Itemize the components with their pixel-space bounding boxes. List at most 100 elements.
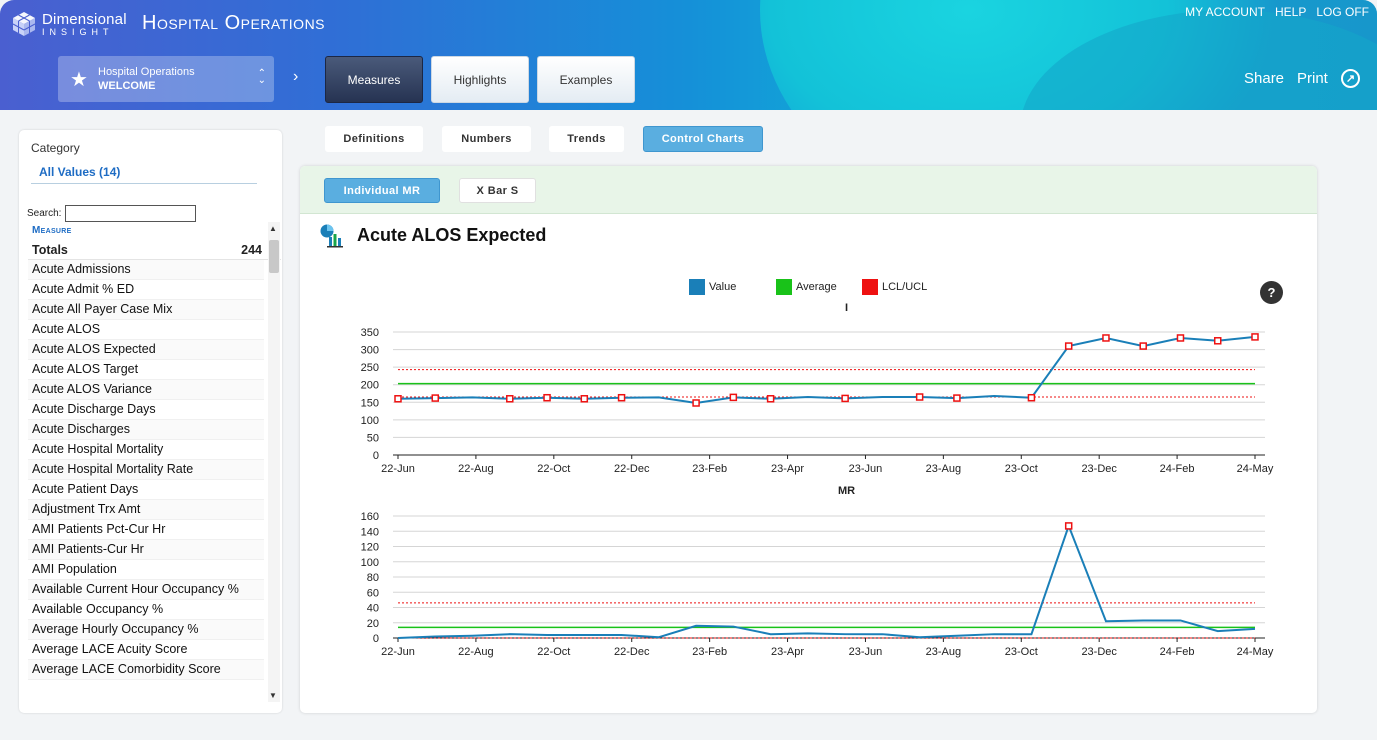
individual-mr-button[interactable]: Individual MR xyxy=(324,178,440,203)
tab-highlights[interactable]: Highlights xyxy=(431,56,529,103)
chart-subtitle: MR xyxy=(838,485,855,497)
search-input[interactable] xyxy=(65,205,196,222)
tab-control-charts[interactable]: Control Charts xyxy=(643,126,763,152)
measure-list-item[interactable]: Acute Hospital Mortality xyxy=(28,440,264,460)
measure-column-header: Measure xyxy=(32,225,72,236)
measure-list-item[interactable]: Acute ALOS xyxy=(28,320,264,340)
y-tick-label: 0 xyxy=(373,450,379,462)
measure-list-item[interactable]: Acute ALOS Variance xyxy=(28,380,264,400)
log-off-link[interactable]: LOG OFF xyxy=(1316,5,1369,19)
measure-list-item[interactable]: Acute All Payer Case Mix xyxy=(28,300,264,320)
measure-list-item[interactable]: Average LACE Acuity Score xyxy=(28,640,264,660)
legend-value: Value xyxy=(689,279,736,295)
measure-list-item[interactable]: Acute Admit % ED xyxy=(28,280,264,300)
out-of-control-point xyxy=(692,399,700,407)
list-scrollbar[interactable] xyxy=(268,222,280,702)
measure-list-item[interactable]: Acute Admissions xyxy=(28,260,264,280)
chart-type-bar: Individual MR X Bar S xyxy=(300,166,1317,214)
measure-list-item[interactable]: Adjustment Trx Amt xyxy=(28,500,264,520)
help-icon[interactable]: ? xyxy=(1260,281,1283,304)
export-icon[interactable]: ↗ xyxy=(1341,69,1360,88)
x-tick-label: 23-Aug xyxy=(926,646,961,658)
y-tick-label: 350 xyxy=(361,327,379,339)
measure-list-item[interactable]: AMI Patients Pct-Cur Hr xyxy=(28,520,264,540)
tab-numbers[interactable]: Numbers xyxy=(442,126,531,152)
y-tick-label: 250 xyxy=(361,362,379,374)
measure-list-item[interactable]: AMI Patients-Cur Hr xyxy=(28,540,264,560)
measure-list-item[interactable]: Acute Discharges xyxy=(28,420,264,440)
x-tick-label: 23-Dec xyxy=(1081,463,1117,475)
measure-list-item[interactable]: Acute ALOS Expected xyxy=(28,340,264,360)
y-tick-label: 150 xyxy=(361,397,379,409)
print-link[interactable]: Print xyxy=(1297,70,1328,87)
x-tick-label: 24-Feb xyxy=(1160,646,1195,658)
x-tick-label: 23-Feb xyxy=(692,463,727,475)
out-of-control-point xyxy=(915,393,924,401)
divider xyxy=(31,183,257,184)
all-values-link[interactable]: All Values (14) xyxy=(39,165,121,179)
measure-list-item[interactable]: Average Hourly Occupancy % xyxy=(28,620,264,640)
measure-list-item[interactable]: Acute Patient Days xyxy=(28,480,264,500)
legend-lcl-ucl: LCL/UCL xyxy=(862,279,927,295)
chart-subtitle: I xyxy=(845,302,848,314)
out-of-control-point xyxy=(580,395,589,403)
up-down-caret-icon: ⌃ ⌄ xyxy=(257,68,266,86)
out-of-control-point xyxy=(431,394,440,402)
share-link[interactable]: Share xyxy=(1244,70,1285,87)
out-of-control-point xyxy=(1102,334,1110,342)
context-page: WELCOME xyxy=(98,80,156,92)
category-panel: Category All Values (14) Search: Measure… xyxy=(19,130,282,713)
out-of-control-point xyxy=(953,394,961,402)
measure-list-item[interactable]: Acute Discharge Days xyxy=(28,400,264,420)
x-tick-label: 23-Jun xyxy=(849,463,883,475)
y-tick-label: 60 xyxy=(367,587,379,599)
out-of-control-point xyxy=(1064,522,1073,530)
out-of-control-point xyxy=(617,393,626,402)
context-selector[interactable]: ★ Hospital Operations WELCOME ⌃ ⌄ xyxy=(58,56,274,102)
scroll-down-icon[interactable]: ▼ xyxy=(269,691,277,700)
out-of-control-point xyxy=(543,393,551,402)
out-of-control-point xyxy=(394,395,402,403)
tab-examples[interactable]: Examples xyxy=(537,56,635,103)
x-tick-label: 23-Dec xyxy=(1081,646,1117,658)
measure-list-item[interactable]: Available Occupancy % xyxy=(28,600,264,620)
measure-items: Acute Admissions Acute Admit % ED Acute Al… xyxy=(28,260,281,680)
measure-list-item[interactable]: Available Current Hour Occupancy % xyxy=(28,580,264,600)
star-icon: ★ xyxy=(70,68,88,91)
x-tick-label: 22-Jun xyxy=(381,646,415,658)
legend-swatch-lcl-ucl xyxy=(862,279,878,295)
y-tick-label: 100 xyxy=(361,415,379,427)
tab-definitions[interactable]: Definitions xyxy=(325,126,423,152)
dimensional-insight-logo[interactable]: Dimensional INSIGHT xyxy=(10,10,127,38)
legend-swatch-average xyxy=(776,279,792,295)
app-title: Hospital Operations xyxy=(142,12,326,34)
measure-list-item[interactable]: Acute ALOS Target xyxy=(28,360,264,380)
x-tick-label: 24-Feb xyxy=(1160,463,1195,475)
y-tick-label: 20 xyxy=(367,618,379,630)
legend-label-value: Value xyxy=(709,281,737,293)
tab-measures[interactable]: Measures xyxy=(325,56,423,103)
scroll-up-icon[interactable]: ▲ xyxy=(269,224,277,233)
help-link[interactable]: HELP xyxy=(1274,5,1307,19)
chart-analysis-icon xyxy=(320,224,343,248)
tab-trends[interactable]: Trends xyxy=(549,126,624,152)
logo-wordmark: Dimensional xyxy=(42,10,127,28)
my-account-link[interactable]: MY ACCOUNT xyxy=(1185,5,1265,19)
chevron-right-icon: › xyxy=(293,68,299,85)
context-name: Hospital Operations xyxy=(98,66,195,78)
x-tick-label: 23-Apr xyxy=(771,646,804,658)
y-tick-label: 140 xyxy=(361,526,379,538)
measure-list-item[interactable]: Acute Hospital Mortality Rate xyxy=(28,460,264,480)
measure-list-item[interactable]: AMI Population xyxy=(28,560,264,580)
measure-list-item[interactable]: Average LACE Comorbidity Score xyxy=(28,660,264,680)
out-of-control-point xyxy=(766,395,775,403)
totals-label: Totals xyxy=(32,243,68,257)
x-bar-s-button[interactable]: X Bar S xyxy=(459,178,536,203)
list-scrollbar-thumb[interactable] xyxy=(269,240,279,273)
x-tick-label: 22-Oct xyxy=(537,646,570,658)
out-of-control-point xyxy=(1064,342,1073,350)
legend-swatch-value xyxy=(689,279,705,295)
x-tick-label: 22-Aug xyxy=(458,463,493,475)
x-tick-label: 23-Apr xyxy=(771,463,804,475)
